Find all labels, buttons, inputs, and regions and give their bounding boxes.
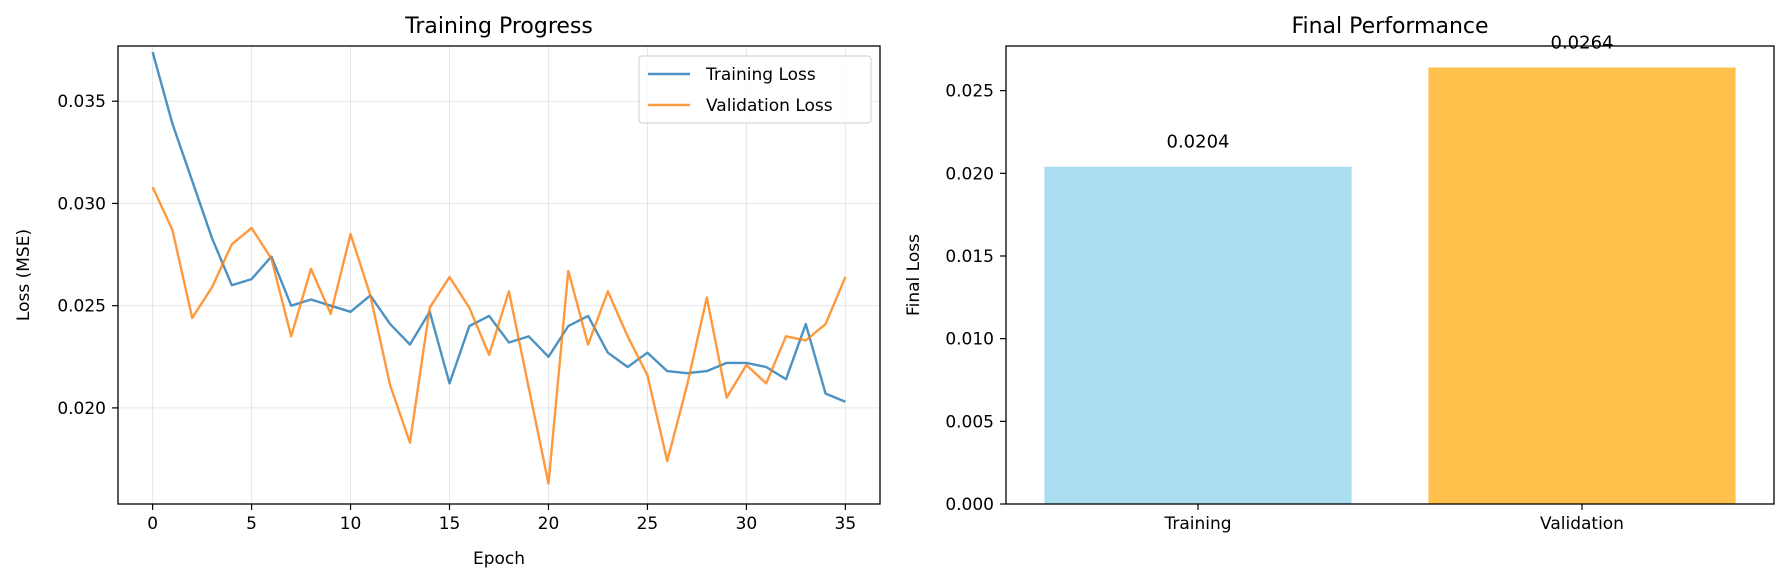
plot-frame <box>1005 45 1775 505</box>
x-axis-ticks: 0 5 10 15 20 25 30 35 <box>147 504 856 534</box>
series-line-validation-loss <box>151 186 847 485</box>
x-axis-ticks: Training Validation <box>1163 504 1624 534</box>
x-tick-label: Validation <box>1540 514 1624 534</box>
x-tick-label: Training <box>1163 514 1231 534</box>
series-line-training-loss <box>151 51 846 403</box>
legend-entry-validation-loss: Validation Loss <box>706 96 833 116</box>
y-tick-label: 0.025 <box>57 297 106 317</box>
y-axis-label: Final Loss <box>904 234 924 316</box>
y-tick-label: 0.000 <box>945 495 994 515</box>
y-tick-label: 0.025 <box>945 82 994 102</box>
legend: Training Loss Validation Loss <box>638 55 872 124</box>
y-axis-label: Loss (MSE) <box>14 229 34 321</box>
x-tick-label: 5 <box>246 514 257 534</box>
y-axis-ticks: 0.000 0.005 0.010 0.015 0.020 0.025 <box>945 82 1006 515</box>
bar-value-label-training: 0.0204 <box>1167 132 1230 153</box>
legend-box <box>638 55 872 124</box>
training-progress-chart: 0 5 10 15 20 25 30 35 0.020 0.025 0.030 0.035 Trai… <box>14 14 881 569</box>
x-tick-label: 20 <box>538 514 560 534</box>
bar-value-labels: 0.0204 0.0264 <box>1167 32 1614 152</box>
line-series <box>151 51 847 485</box>
legend-entry-training-loss: Training Loss <box>705 65 816 85</box>
chart-title: Training Progress <box>404 14 593 39</box>
bar-validation <box>1428 67 1736 505</box>
y-tick-label: 0.030 <box>57 194 106 214</box>
bars <box>1044 67 1736 505</box>
x-axis-label: Epoch <box>473 549 525 569</box>
y-tick-label: 0.035 <box>57 92 106 112</box>
y-tick-label: 0.015 <box>945 247 994 267</box>
y-axis-ticks: 0.020 0.025 0.030 0.035 <box>57 92 118 419</box>
bar-value-label-validation: 0.0264 <box>1551 32 1614 53</box>
x-tick-label: 35 <box>835 514 857 534</box>
plot-frame <box>117 45 881 505</box>
x-tick-label: 15 <box>439 514 461 534</box>
chart-title: Final Performance <box>1291 14 1488 39</box>
x-tick-label: 10 <box>340 514 362 534</box>
bar-training <box>1044 166 1352 504</box>
y-tick-label: 0.020 <box>945 164 994 184</box>
x-tick-label: 0 <box>147 514 158 534</box>
y-tick-label: 0.010 <box>945 330 994 350</box>
x-tick-label: 30 <box>736 514 758 534</box>
y-tick-label: 0.005 <box>945 412 994 432</box>
final-performance-chart: Training Validation 0.0000.0050.0100.0150… <box>904 14 1775 534</box>
x-tick-label: 25 <box>637 514 659 534</box>
y-tick-label: 0.020 <box>57 399 106 419</box>
